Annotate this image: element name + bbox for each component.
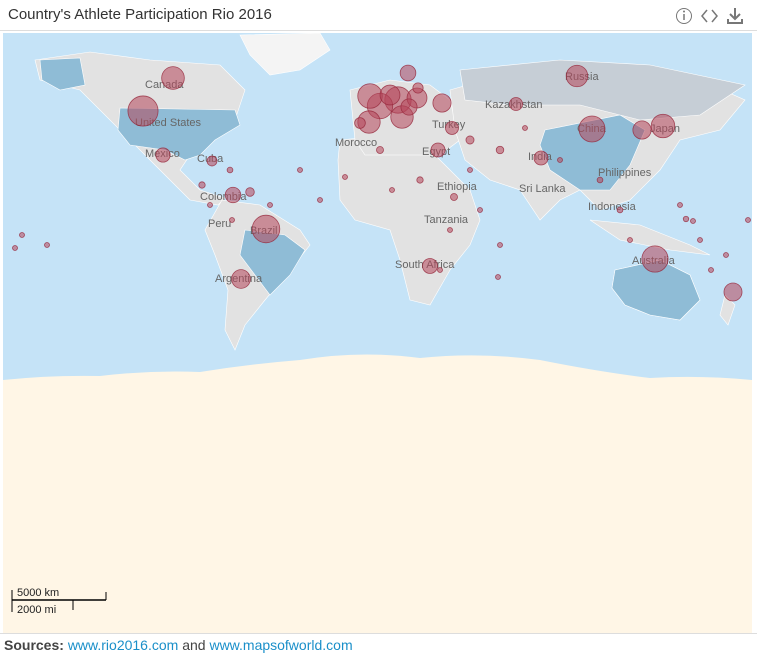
bubble [447,227,453,233]
bubble [723,252,729,258]
bubble [422,258,438,274]
bubble [697,237,703,243]
footer: Sources: www.rio2016.com and www.mapsofw… [4,637,353,653]
bubble [416,176,424,184]
bubble [229,217,235,223]
bubble [342,174,348,180]
bubble [465,135,475,145]
bubble [251,214,281,244]
bubble [445,121,459,135]
divider [0,30,757,31]
bubble [467,167,473,173]
bubble [379,84,401,106]
bubble [400,98,418,116]
bubble [231,269,251,289]
bubble [127,95,159,127]
bubble [650,113,676,139]
bubble [432,93,452,113]
title: Country's Athlete Participation Rio 2016 [8,6,272,23]
bubble [477,207,483,213]
map-label: Indonesia [588,201,637,213]
sources-label: Sources: [4,637,64,653]
info-icon[interactable] [676,8,692,24]
bubble [399,64,417,82]
bubble [412,82,424,94]
bubble [12,245,18,251]
bubble [641,245,669,273]
scale-bar: 5000 km 2000 mi [11,587,107,616]
bubble [226,166,234,174]
map-label: Morocco [335,137,377,149]
scale-mi: 2000 mi [17,604,56,616]
bubble [389,187,395,193]
download-icon[interactable] [727,8,743,24]
bubble [565,64,589,88]
link[interactable]: www.mapsofworld.com [209,637,353,653]
bubble [245,187,255,197]
bubble [708,267,714,273]
bubble [224,186,242,204]
bubble [437,267,443,273]
map: CanadaUnited StatesMexicoCubaColombiaPer… [0,30,757,634]
bubble [267,202,273,208]
embed-icon[interactable] [701,9,718,23]
bubble [198,181,206,189]
divider [0,633,757,634]
map-label: Sri Lanka [519,183,566,195]
bubbles [12,64,751,302]
bubble [155,147,171,163]
joiner: and [182,637,206,653]
bubble [677,202,683,208]
map-label: Peru [208,218,231,230]
bubble [632,120,652,140]
bubble [19,232,25,238]
link[interactable]: www.rio2016.com [67,637,179,653]
bubble [745,217,751,223]
bubble [354,117,366,129]
bubble [430,142,446,158]
bubble [161,66,185,90]
bubble [495,274,501,280]
bubble [317,197,323,203]
bubble [578,115,606,143]
map-label: Ethiopia [437,181,478,193]
bubble [616,206,624,214]
bubble [596,176,604,184]
bubble [682,215,690,223]
bubble [522,125,528,131]
bubble [297,167,303,173]
bubble [627,237,633,243]
bubble [723,282,743,302]
bubble [533,150,549,166]
bubble [557,157,563,163]
map-label: Tanzania [424,214,469,226]
scale-km: 5000 km [17,587,59,599]
bubble [44,242,50,248]
bubble [497,242,503,248]
bubble [495,145,505,155]
bubble [690,218,696,224]
toolbar [676,8,743,24]
bubble [376,146,384,154]
bubble [450,193,458,201]
bubble [207,202,213,208]
bubble [206,155,218,167]
bubble [509,97,523,111]
bubble [357,83,383,109]
map-label: Philippines [598,167,652,179]
